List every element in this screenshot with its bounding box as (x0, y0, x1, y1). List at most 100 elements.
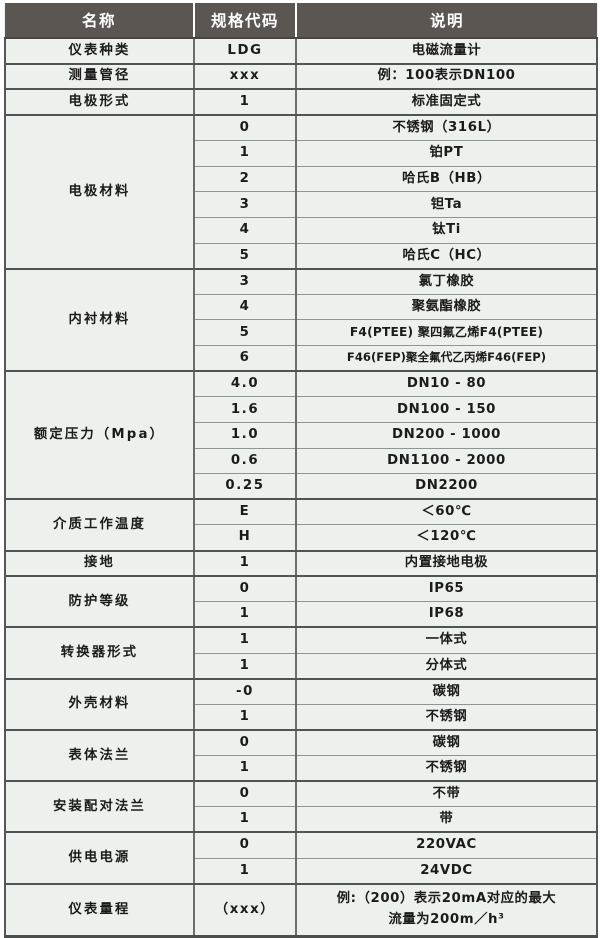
row-code-cell: 1.0 (193, 421, 297, 449)
row-description-cell: 不锈钢 (295, 703, 598, 731)
table-row: 电极材料 0 不锈钢（316L） (4, 113, 598, 270)
row-description-cell: 氯丁橡胶 (295, 267, 598, 295)
row-description-cell: ＜120℃ (295, 524, 598, 552)
table-row: 1 铂PT (5, 140, 598, 167)
row-description-cell: ＜60℃ (295, 498, 598, 526)
row-name-cell: 安装配对法兰 (4, 780, 195, 834)
row-code-cell: 4 (193, 216, 297, 244)
table-row: 4 钛Ti (5, 216, 598, 244)
row-description-cell: F46(FEP)聚全氟代乙丙烯F46(FEP) (295, 345, 598, 373)
row-code-cell: 1 (193, 806, 297, 834)
row-code-cell: 4.0 (193, 370, 297, 398)
table-row: 外壳材料 -0 碳钢 (4, 677, 598, 731)
table-row: 1 分体式 (5, 652, 598, 680)
table-row: 转换器形式 1 一体式 (4, 626, 598, 680)
table-row: 1 IP68 (5, 601, 598, 629)
row-code-cell: 1 (193, 549, 297, 578)
row-code-cell: 0 (193, 113, 297, 141)
row-description-cell: 碳钢 (295, 728, 598, 756)
row-code-cell: 0 (193, 831, 297, 859)
row-name-cell: 供电电源 (4, 831, 195, 885)
description-line-1: 例:（200）表示20mA对应的最大 (336, 891, 557, 907)
row-description-cell: DN10 - 80 (295, 370, 598, 398)
row-name-cell: 仪表种类 (4, 37, 195, 65)
row-description-cell: 哈氏B（HB） (295, 165, 598, 193)
row-description-cell: F4(PTEE) 聚四氟乙烯F4(PTEE) (295, 319, 598, 346)
table-row: 1.0 DN200 - 1000 (5, 421, 598, 449)
row-code-cell: （xxx） (193, 882, 297, 938)
row-code-cell: 1 (193, 626, 297, 654)
row-name-cell: 电极形式 (4, 88, 195, 116)
row-code-cell: xxx (193, 62, 297, 91)
row-description-cell: DN2200 (295, 473, 598, 501)
description-line-2: 流量为200m／h³ (388, 911, 505, 927)
table-row: 介质工作温度 E ＜60℃ (4, 498, 598, 552)
row-description-cell: 钛Ti (295, 216, 598, 244)
row-code-cell: 1 (193, 857, 297, 885)
table-row: 电极形式 1 标准固定式 (4, 88, 598, 116)
row-description-cell: 碳钢 (295, 677, 598, 705)
table-header: 名称 规格代码 说明 (5, 3, 597, 39)
row-code-cell: 5 (193, 242, 297, 270)
row-name-cell: 转换器形式 (4, 626, 195, 680)
table-row: 1 不锈钢 (5, 703, 598, 731)
row-code-cell: 1 (193, 703, 297, 731)
row-code-cell: 1 (193, 140, 297, 167)
row-code-cell: 1 (193, 652, 297, 680)
table-row: 额定压力（Mpa） 4.0 DN10 - 80 (4, 370, 598, 501)
specification-table: 名称 规格代码 说明 仪表种类 LDG 电磁流量计 测量管径 xxx 例：100表示DN1… (4, 3, 598, 938)
row-description-cell: 电磁流量计 (295, 37, 598, 65)
row-name-cell: 测量管径 (4, 62, 195, 91)
row-code-cell: -0 (193, 677, 297, 705)
table-row: 5 哈氏C（HC） (5, 242, 598, 270)
row-description-cell: 例:（200）表示20mA对应的最大 流量为200m／h³ (295, 882, 598, 938)
row-description-cell: 哈氏C（HC） (295, 242, 598, 270)
row-description-cell: 铂PT (295, 140, 598, 167)
table-row: 5 F4(PTEE) 聚四氟乙烯F4(PTEE) (5, 319, 598, 346)
table-row: 供电电源 0 220VAC (4, 831, 598, 885)
row-code-cell: 1.6 (193, 396, 297, 423)
row-code-cell: LDG (193, 37, 297, 65)
table-row: 2 哈氏B（HB） (5, 165, 598, 193)
table-row: H ＜120℃ (5, 524, 598, 552)
row-code-cell: E (193, 498, 297, 526)
row-description-cell: 不锈钢（316L） (295, 113, 598, 141)
row-description-cell: 一体式 (295, 626, 598, 654)
row-code-cell: 0 (193, 780, 297, 808)
table-row: 仪表种类 LDG 电磁流量计 (4, 37, 598, 65)
table-row: 1 24VDC (5, 857, 598, 885)
row-description-cell: 标准固定式 (295, 88, 598, 116)
row-code-cell: 0.6 (193, 447, 297, 475)
row-description-cell: 例：100表示DN100 (295, 62, 598, 91)
row-name-cell: 仪表量程 (4, 882, 195, 938)
row-description-cell: 24VDC (295, 857, 598, 885)
column-header-description: 说明 (296, 3, 597, 39)
row-description-cell: 聚氨酯橡胶 (295, 293, 598, 321)
table-body: 仪表种类 LDG 电磁流量计 测量管径 xxx 例：100表示DN100 电极形式 1 标准固定… (4, 37, 598, 938)
column-header-code: 规格代码 (194, 3, 297, 39)
row-description-cell: DN200 - 1000 (295, 421, 598, 449)
row-name-cell: 额定压力（Mpa） (4, 370, 195, 501)
row-code-cell: 1 (193, 755, 297, 783)
row-description-cell: 内置接地电极 (295, 549, 598, 578)
row-code-cell: 3 (193, 191, 297, 218)
row-code-cell: 1 (193, 601, 297, 629)
table-row: 防护等级 0 IP65 (4, 575, 598, 629)
row-code-cell: 6 (193, 345, 297, 373)
column-header-name: 名称 (5, 3, 195, 39)
table-row: 内衬材料 3 氯丁橡胶 (4, 267, 598, 373)
row-description-cell: 不锈钢 (295, 755, 598, 783)
row-description-cell: 不带 (295, 780, 598, 808)
row-description-cell: IP65 (295, 575, 598, 603)
row-description-cell: IP68 (295, 601, 598, 629)
row-name-cell: 内衬材料 (4, 267, 195, 373)
table-row: 6 F46(FEP)聚全氟代乙丙烯F46(FEP) (5, 345, 598, 373)
table-row: 0.25 DN2200 (5, 473, 598, 501)
row-code-cell: 0 (193, 575, 297, 603)
row-name-cell: 防护等级 (4, 575, 195, 629)
row-description-cell: 分体式 (295, 652, 598, 680)
row-code-cell: 1 (193, 88, 297, 116)
table-row: 测量管径 xxx 例：100表示DN100 (4, 62, 598, 91)
row-name-cell: 介质工作温度 (4, 498, 195, 552)
